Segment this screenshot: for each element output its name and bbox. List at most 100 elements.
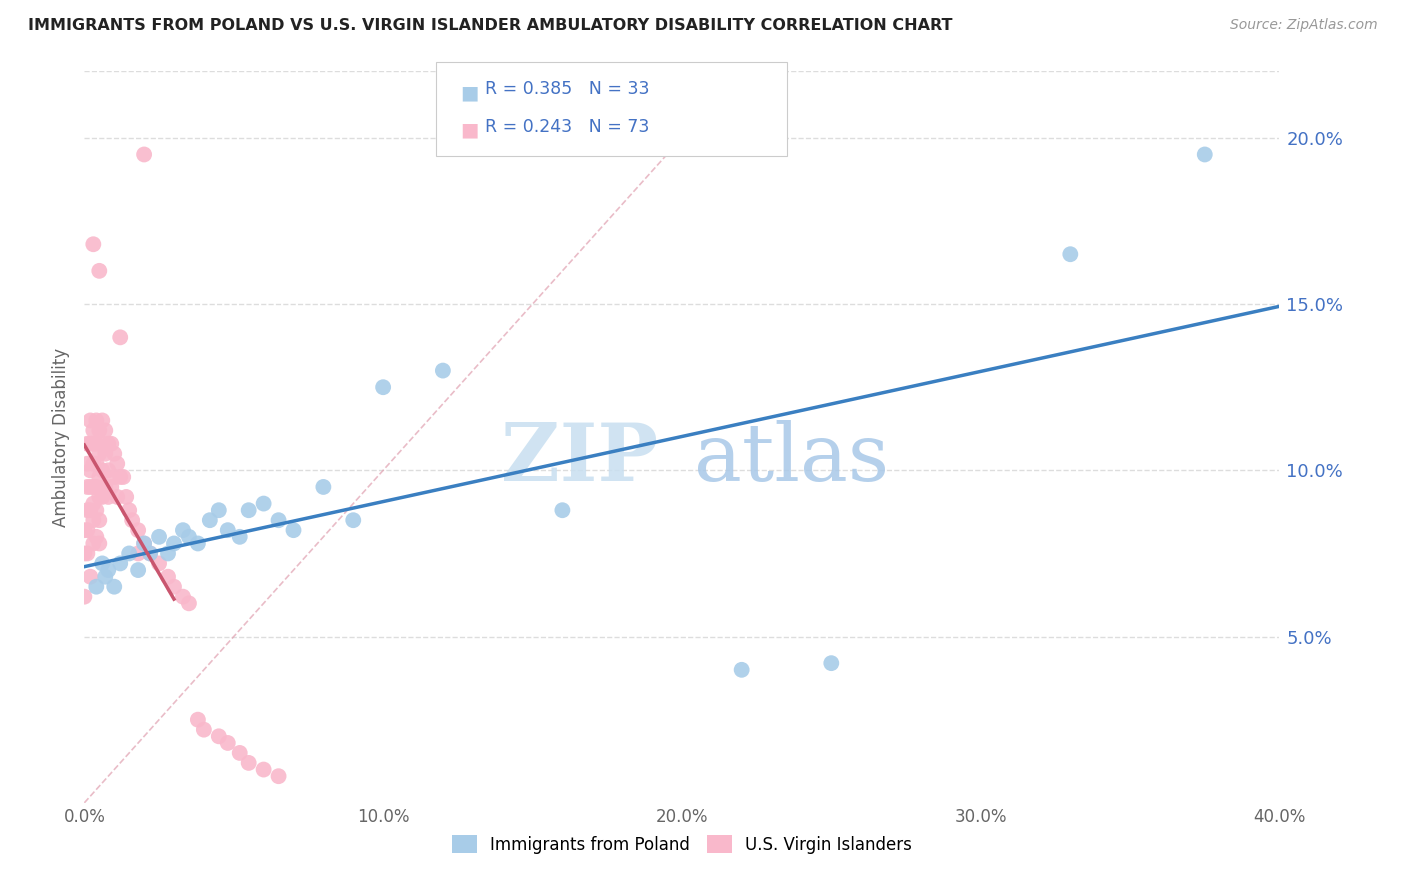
Text: Source: ZipAtlas.com: Source: ZipAtlas.com <box>1230 18 1378 32</box>
Point <box>110 470 132 484</box>
Point <box>193 723 215 737</box>
Point <box>89 264 111 278</box>
Point <box>86 580 108 594</box>
Y-axis label: Ambulatory Disability: Ambulatory Disability <box>52 348 70 526</box>
Point <box>103 447 125 461</box>
Point <box>82 237 104 252</box>
Point <box>157 570 180 584</box>
Point <box>139 546 162 560</box>
Text: R = 0.385   N = 33: R = 0.385 N = 33 <box>485 80 650 98</box>
Point <box>94 570 117 584</box>
Text: ■: ■ <box>460 83 478 102</box>
Point <box>110 330 132 344</box>
Point <box>91 557 114 571</box>
Point <box>115 490 138 504</box>
Point <box>731 663 754 677</box>
Point <box>76 523 98 537</box>
Point <box>79 436 101 450</box>
Point <box>94 424 117 438</box>
Point <box>132 147 156 161</box>
Point <box>86 436 108 450</box>
Point <box>121 513 143 527</box>
Point <box>103 580 125 594</box>
Point <box>267 513 290 527</box>
Point <box>100 436 122 450</box>
Point <box>89 536 111 550</box>
Point <box>172 590 194 604</box>
Point <box>163 536 186 550</box>
Point <box>82 480 104 494</box>
Point <box>820 656 842 670</box>
Point <box>86 480 108 494</box>
Point <box>208 503 231 517</box>
Point <box>267 769 290 783</box>
Point <box>86 457 108 471</box>
Point <box>89 490 111 504</box>
Point <box>253 497 276 511</box>
Point <box>132 536 156 550</box>
Point <box>82 424 104 438</box>
Point <box>79 480 101 494</box>
Point <box>198 513 221 527</box>
Point <box>127 563 149 577</box>
Point <box>139 546 162 560</box>
Point <box>238 503 260 517</box>
Point <box>97 490 120 504</box>
Point <box>118 503 141 517</box>
Point <box>103 470 125 484</box>
Point <box>91 490 114 504</box>
Point <box>79 413 101 427</box>
Point <box>97 563 120 577</box>
Point <box>127 546 149 560</box>
Point <box>86 530 108 544</box>
Point <box>217 736 239 750</box>
Point <box>187 536 209 550</box>
Point <box>76 480 98 494</box>
Point <box>187 713 209 727</box>
Text: ■: ■ <box>460 120 478 139</box>
Point <box>312 480 335 494</box>
Point <box>177 596 200 610</box>
Point <box>253 763 276 777</box>
Point <box>228 746 252 760</box>
Point <box>91 463 114 477</box>
Point <box>342 513 364 527</box>
Point <box>238 756 260 770</box>
Point <box>1059 247 1081 261</box>
Text: ZIP: ZIP <box>501 420 658 498</box>
Point <box>76 503 98 517</box>
Point <box>91 436 114 450</box>
Point <box>79 503 101 517</box>
Point <box>76 457 98 471</box>
Point <box>217 523 239 537</box>
Point <box>79 463 101 477</box>
Point <box>157 546 180 560</box>
Point <box>132 536 156 550</box>
Point <box>373 380 395 394</box>
Point <box>86 413 108 427</box>
Point <box>73 590 96 604</box>
Point <box>127 523 149 537</box>
Point <box>105 490 128 504</box>
Text: IMMIGRANTS FROM POLAND VS U.S. VIRGIN ISLANDER AMBULATORY DISABILITY CORRELATION: IMMIGRANTS FROM POLAND VS U.S. VIRGIN IS… <box>28 18 953 33</box>
Point <box>91 413 114 427</box>
Legend: Immigrants from Poland, U.S. Virgin Islanders: Immigrants from Poland, U.S. Virgin Isla… <box>446 829 918 860</box>
Point <box>73 546 96 560</box>
Point <box>148 530 170 544</box>
Point <box>110 557 132 571</box>
Point <box>73 523 96 537</box>
Point <box>1194 147 1216 161</box>
Point <box>228 530 252 544</box>
Point <box>82 457 104 471</box>
Point <box>177 530 200 544</box>
Text: atlas: atlas <box>695 420 889 498</box>
Point <box>112 470 135 484</box>
Point <box>163 580 186 594</box>
Point <box>94 447 117 461</box>
Point <box>82 513 104 527</box>
Point <box>208 729 231 743</box>
Point <box>89 513 111 527</box>
Point <box>89 424 111 438</box>
Point <box>97 436 120 450</box>
Point <box>94 480 117 494</box>
